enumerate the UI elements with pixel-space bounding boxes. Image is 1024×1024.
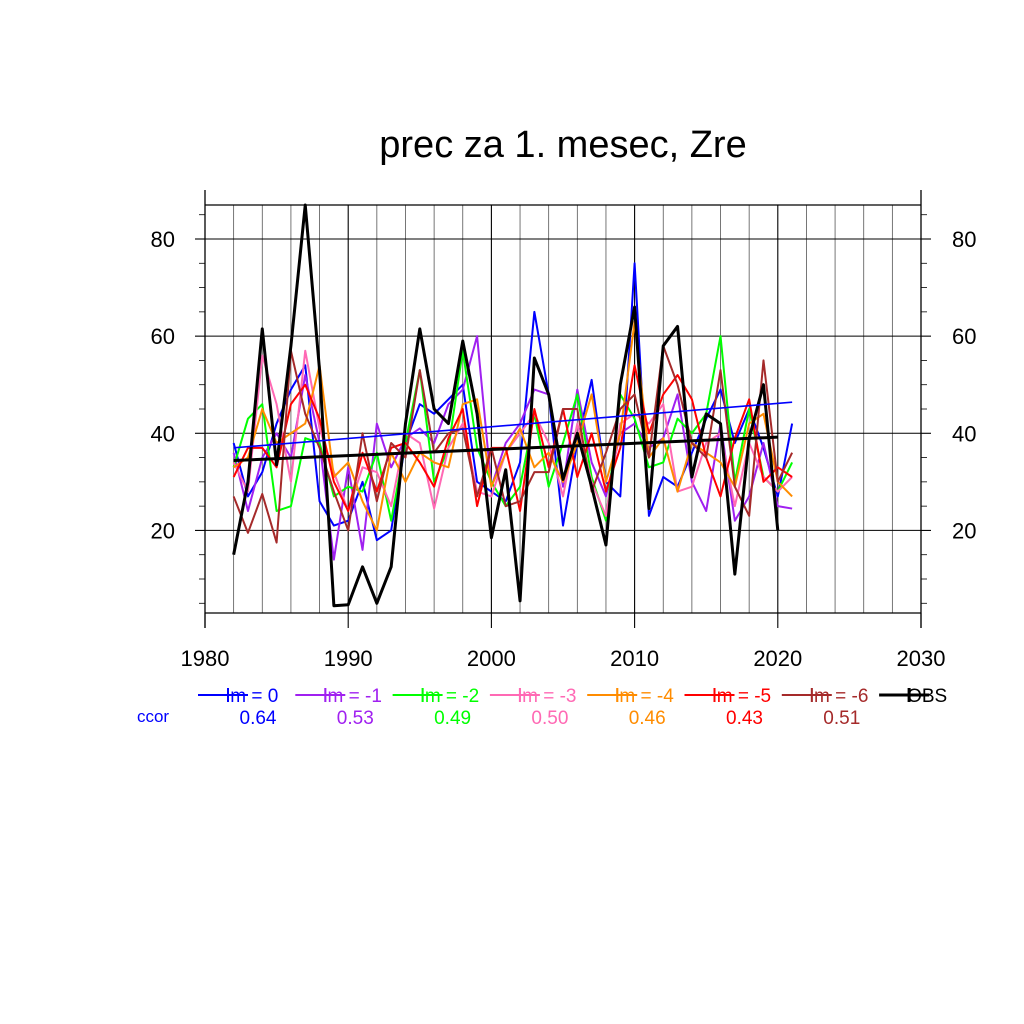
legend-label-1: lm = -1 xyxy=(323,686,382,707)
legend-label-6: lm = -6 xyxy=(810,686,869,707)
legend: ccor lm = 00.64 lm = -10.53 lm = -20.49 lm =… xyxy=(137,686,947,729)
ccor-value-5: 0.43 xyxy=(726,708,763,729)
trend-layer xyxy=(233,401,793,462)
y-tick-label-right: 20 xyxy=(952,518,976,543)
series-line-7 xyxy=(232,203,780,608)
legend-label-7: OBS xyxy=(907,686,947,707)
series-line-5 xyxy=(232,364,793,512)
x-tick-label: 2030 xyxy=(897,646,946,671)
chart-title: prec za 1. mesec, Zre xyxy=(379,124,746,166)
ccor-value-0: 0.64 xyxy=(240,708,277,729)
x-tick-label: 2000 xyxy=(467,646,516,671)
ccor-value-1: 0.53 xyxy=(337,708,374,729)
y-tick-label-left: 20 xyxy=(151,518,175,543)
ccor-value-4: 0.46 xyxy=(629,708,666,729)
ccor-value-6: 0.51 xyxy=(823,708,860,729)
y-tick-label-left: 40 xyxy=(151,421,175,446)
x-tick-label: 1990 xyxy=(324,646,373,671)
legend-label-0: lm = 0 xyxy=(226,686,278,707)
trend-line-0 xyxy=(233,401,793,449)
y-tick-label-left: 80 xyxy=(151,227,175,252)
legend-label-3: lm = -3 xyxy=(518,686,577,707)
y-tick-label-left: 60 xyxy=(151,324,175,349)
legend-label-2: lm = -2 xyxy=(421,686,480,707)
series-layer xyxy=(232,203,794,608)
legend-label-4: lm = -4 xyxy=(615,686,674,707)
x-tick-label: 1980 xyxy=(181,646,230,671)
x-tick-label: 2010 xyxy=(610,646,659,671)
ccor-value-2: 0.49 xyxy=(434,708,471,729)
ccor-value-3: 0.50 xyxy=(531,708,568,729)
y-tick-label-right: 80 xyxy=(952,227,976,252)
x-tick-label: 2020 xyxy=(753,646,802,671)
y-tick-label-right: 60 xyxy=(952,324,976,349)
ccor-label: ccor xyxy=(137,707,169,726)
legend-label-5: lm = -5 xyxy=(713,686,772,707)
trend-line-7 xyxy=(233,435,778,462)
y-tick-label-right: 40 xyxy=(952,421,976,446)
